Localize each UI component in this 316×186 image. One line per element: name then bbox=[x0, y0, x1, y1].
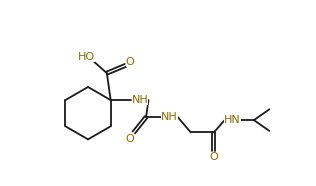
Text: HN: HN bbox=[224, 115, 241, 125]
Text: O: O bbox=[210, 152, 218, 162]
Text: HO: HO bbox=[77, 52, 94, 62]
Text: NH: NH bbox=[161, 112, 178, 122]
Text: NH: NH bbox=[131, 95, 148, 105]
Text: O: O bbox=[125, 134, 134, 144]
Text: O: O bbox=[125, 57, 134, 67]
